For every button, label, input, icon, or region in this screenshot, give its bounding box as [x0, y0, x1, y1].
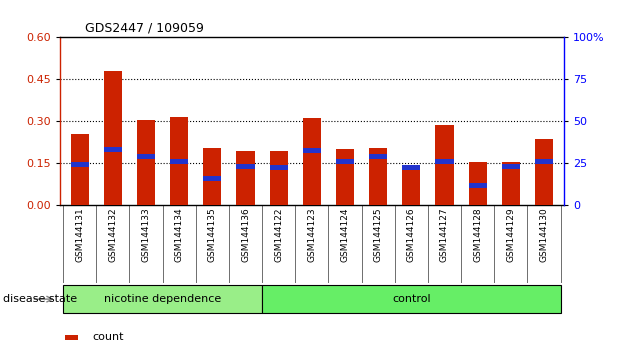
Bar	[501, 162, 520, 205]
Text: GSM144134: GSM144134	[175, 208, 184, 262]
Text: GDS2447 / 109059: GDS2447 / 109059	[85, 22, 204, 35]
Text: GSM144136: GSM144136	[241, 208, 250, 262]
Bar	[303, 148, 321, 153]
Bar	[469, 183, 487, 188]
Text: GSM144124: GSM144124	[340, 208, 350, 262]
Bar	[104, 147, 122, 152]
Bar	[170, 159, 188, 164]
Bar	[203, 176, 222, 181]
Bar	[236, 151, 255, 205]
Bar	[170, 117, 188, 205]
Text: GSM144128: GSM144128	[473, 208, 482, 262]
Text: GSM144135: GSM144135	[208, 208, 217, 262]
Bar	[435, 159, 454, 164]
Bar	[535, 159, 553, 164]
Text: control: control	[392, 294, 431, 304]
Text: GSM144126: GSM144126	[407, 208, 416, 262]
Bar	[303, 119, 321, 205]
Bar	[104, 71, 122, 205]
Bar	[402, 165, 420, 170]
Text: GSM144133: GSM144133	[142, 208, 151, 262]
Text: GSM144125: GSM144125	[374, 208, 382, 262]
Bar	[65, 335, 79, 340]
Bar	[262, 285, 561, 314]
Text: GSM144132: GSM144132	[108, 208, 117, 262]
Bar	[435, 125, 454, 205]
Bar	[369, 154, 387, 159]
Bar	[469, 162, 487, 205]
Bar	[270, 151, 288, 205]
Text: disease state: disease state	[3, 294, 77, 304]
Text: GSM144130: GSM144130	[539, 208, 549, 262]
Bar	[137, 154, 155, 159]
Text: GSM144122: GSM144122	[274, 208, 284, 262]
Bar	[63, 285, 262, 314]
Bar	[336, 149, 354, 205]
Bar	[236, 164, 255, 169]
Text: GSM144131: GSM144131	[75, 208, 84, 262]
Bar	[203, 148, 222, 205]
Text: count: count	[93, 332, 124, 343]
Bar	[71, 134, 89, 205]
Text: GSM144129: GSM144129	[507, 208, 515, 262]
Bar	[270, 165, 288, 170]
Bar	[71, 162, 89, 167]
Text: GSM144123: GSM144123	[307, 208, 316, 262]
Text: nicotine dependence: nicotine dependence	[104, 294, 221, 304]
Bar	[137, 120, 155, 205]
Text: GSM144127: GSM144127	[440, 208, 449, 262]
Bar	[535, 139, 553, 205]
Bar	[501, 164, 520, 169]
Bar	[369, 148, 387, 205]
Bar	[336, 159, 354, 164]
Bar	[402, 165, 420, 205]
